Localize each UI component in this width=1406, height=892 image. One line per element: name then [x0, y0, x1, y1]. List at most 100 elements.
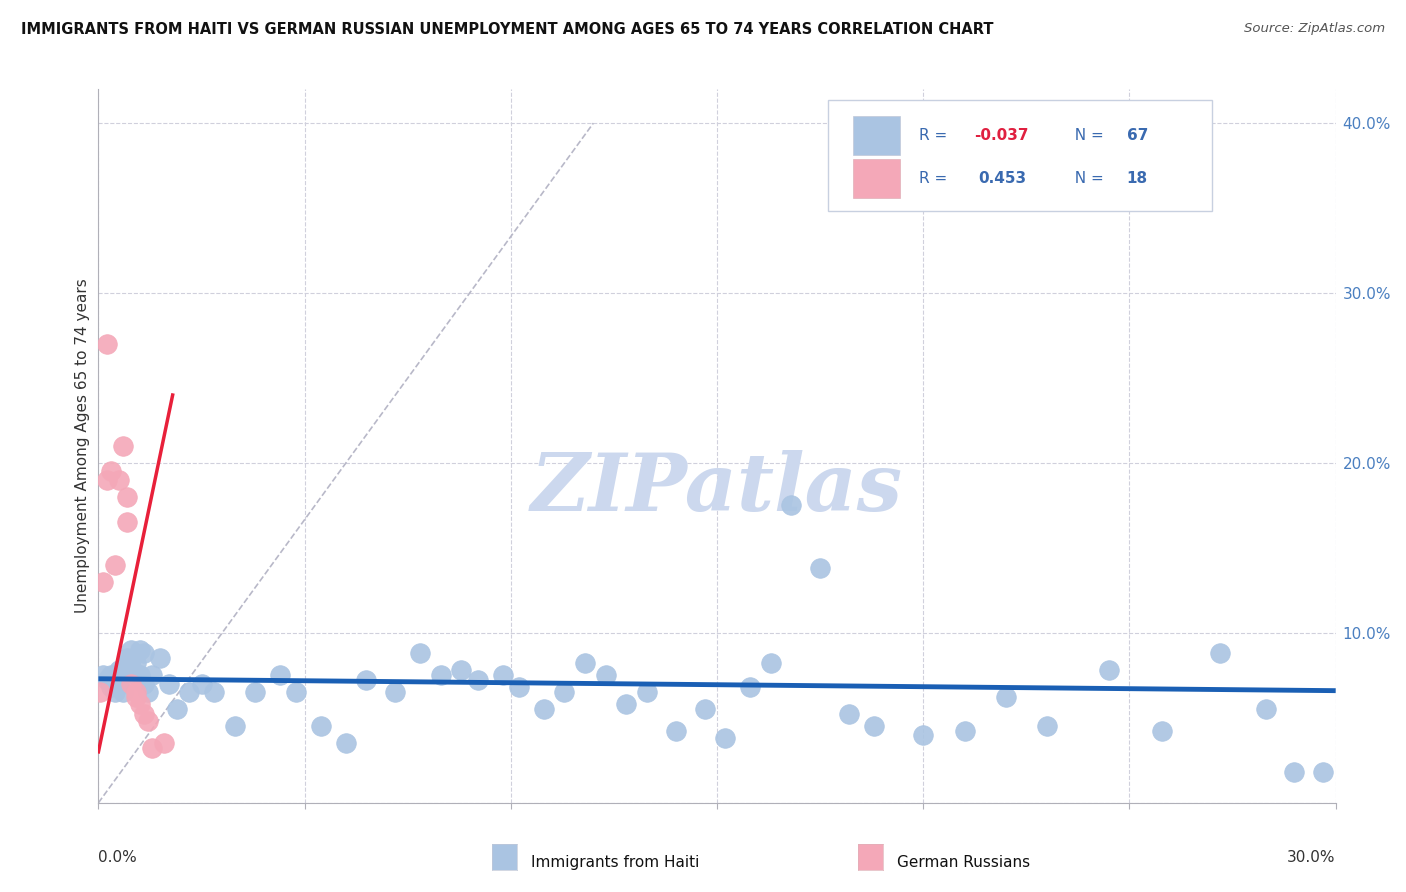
Point [467, 673, 489, 688]
Point [1152, 724, 1174, 739]
Point [862, 719, 884, 733]
Point [96, 337, 118, 351]
Point [128, 698, 150, 712]
Point [112, 439, 135, 453]
Point [309, 719, 332, 733]
Point [100, 465, 122, 479]
Point [838, 707, 860, 722]
Text: Source: ZipAtlas.com: Source: ZipAtlas.com [1244, 22, 1385, 36]
Point [108, 473, 131, 487]
Point [636, 685, 658, 699]
Text: -0.037: -0.037 [974, 128, 1029, 143]
Point [595, 668, 617, 682]
Point [533, 702, 555, 716]
Point [96, 673, 118, 688]
Point [953, 724, 976, 739]
Point [153, 736, 176, 750]
Point [166, 702, 188, 716]
Text: German Russians: German Russians [897, 855, 1031, 870]
Point [1098, 663, 1121, 677]
Point [179, 685, 201, 699]
Bar [853, 116, 900, 155]
Bar [853, 159, 900, 198]
Point [132, 707, 155, 722]
Point [104, 558, 127, 572]
Point [89, 685, 111, 699]
Point [508, 680, 530, 694]
Point [912, 728, 935, 742]
Point [108, 677, 131, 691]
Point [128, 643, 150, 657]
Point [335, 736, 357, 750]
Text: 0.453: 0.453 [979, 171, 1026, 186]
Point [128, 668, 150, 682]
Text: Immigrants from Haiti: Immigrants from Haiti [531, 855, 700, 870]
Point [614, 698, 637, 712]
Point [574, 657, 596, 671]
Point [91, 668, 114, 682]
Point [117, 657, 139, 671]
Point [108, 663, 131, 677]
Point [149, 651, 172, 665]
Text: 0.0%: 0.0% [98, 850, 138, 865]
Text: 18: 18 [1126, 171, 1147, 186]
Point [553, 685, 575, 699]
Point [780, 499, 803, 513]
Point [665, 724, 688, 739]
Point [1209, 646, 1232, 660]
Point [738, 680, 761, 694]
Point [120, 643, 142, 657]
Point [224, 719, 246, 733]
Point [1312, 765, 1334, 780]
Point [124, 685, 146, 699]
FancyBboxPatch shape [828, 100, 1212, 211]
Point [693, 702, 716, 716]
Point [759, 657, 782, 671]
Point [243, 685, 266, 699]
Point [124, 657, 146, 671]
Point [409, 646, 432, 660]
Text: R =: R = [918, 171, 956, 186]
Point [117, 516, 139, 530]
Point [384, 685, 406, 699]
Point [190, 677, 212, 691]
Point [1284, 765, 1306, 780]
Point [157, 677, 180, 691]
Y-axis label: Unemployment Among Ages 65 to 74 years: Unemployment Among Ages 65 to 74 years [75, 278, 90, 614]
Point [124, 690, 146, 705]
Point [112, 685, 135, 699]
Point [808, 561, 831, 575]
Point [491, 668, 513, 682]
Text: 67: 67 [1126, 128, 1147, 143]
Text: R =: R = [918, 128, 952, 143]
Point [1036, 719, 1059, 733]
Point [91, 574, 114, 589]
Text: N =: N = [1064, 128, 1108, 143]
Point [132, 677, 155, 691]
Point [100, 680, 122, 694]
Point [112, 668, 135, 682]
Point [141, 741, 163, 756]
Text: IMMIGRANTS FROM HAITI VS GERMAN RUSSIAN UNEMPLOYMENT AMONG AGES 65 TO 74 YEARS C: IMMIGRANTS FROM HAITI VS GERMAN RUSSIAN … [21, 22, 994, 37]
Point [117, 651, 139, 665]
Point [136, 714, 159, 729]
Point [141, 668, 163, 682]
Point [356, 673, 378, 688]
Point [124, 668, 146, 682]
Text: 30.0%: 30.0% [1288, 850, 1336, 865]
Point [104, 673, 127, 688]
Point [96, 473, 118, 487]
Point [714, 731, 737, 746]
Text: ZIPatlas: ZIPatlas [531, 450, 903, 527]
Point [120, 677, 142, 691]
Point [104, 685, 127, 699]
Point [100, 668, 122, 682]
Text: N =: N = [1064, 171, 1108, 186]
Point [429, 668, 451, 682]
Point [202, 685, 225, 699]
Point [136, 685, 159, 699]
Point [120, 660, 142, 674]
Point [1254, 702, 1277, 716]
Point [450, 663, 472, 677]
Point [269, 668, 291, 682]
